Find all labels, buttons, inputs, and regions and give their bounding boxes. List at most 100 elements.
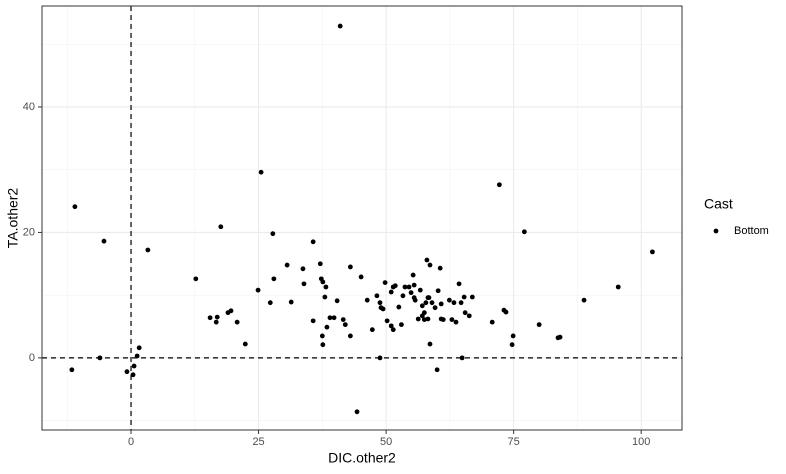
point <box>421 317 427 323</box>
point <box>425 316 431 322</box>
point <box>131 363 137 369</box>
point <box>437 265 443 271</box>
point <box>429 300 435 306</box>
point <box>136 345 142 351</box>
plot-border <box>41 5 683 431</box>
point <box>435 288 441 294</box>
point <box>400 293 406 299</box>
point <box>382 280 388 286</box>
point <box>97 355 103 361</box>
point <box>451 300 457 306</box>
point <box>557 334 563 340</box>
point <box>130 372 136 378</box>
point <box>434 367 440 373</box>
point <box>466 313 472 319</box>
point <box>581 297 587 303</box>
point <box>284 262 290 268</box>
point <box>615 284 621 290</box>
point <box>327 315 333 321</box>
point <box>462 310 468 316</box>
point <box>408 290 414 296</box>
point <box>340 317 346 323</box>
point <box>489 319 495 325</box>
point <box>377 300 383 306</box>
point <box>410 272 416 278</box>
point <box>496 182 502 188</box>
point <box>440 317 446 323</box>
point <box>424 257 430 263</box>
x-tick-label: 25 <box>252 436 264 448</box>
point <box>510 333 516 339</box>
point <box>509 342 515 348</box>
point <box>255 287 261 293</box>
point <box>337 23 343 29</box>
point <box>650 249 655 255</box>
point <box>402 284 408 290</box>
point <box>271 276 277 282</box>
y-tick-label: 40 <box>23 101 35 113</box>
point <box>469 294 475 300</box>
point <box>134 353 140 359</box>
point <box>301 281 307 287</box>
point <box>193 276 199 282</box>
y-tick-label: 0 <box>29 352 35 364</box>
point <box>377 355 383 361</box>
plot-background <box>42 6 682 430</box>
point <box>399 322 404 328</box>
point <box>258 169 264 175</box>
point <box>319 333 325 339</box>
point <box>270 231 276 237</box>
point <box>322 294 328 300</box>
point <box>72 204 78 210</box>
legend-label: Bottom <box>734 225 769 237</box>
point <box>69 367 75 373</box>
point <box>207 315 213 321</box>
x-axis-label: DIC.other2 <box>328 450 396 466</box>
point <box>101 238 107 244</box>
point <box>449 317 455 323</box>
point <box>426 295 432 301</box>
y-axis-label: TA.other2 <box>5 188 21 249</box>
point <box>334 298 340 304</box>
point <box>380 306 386 312</box>
point <box>374 293 380 299</box>
point <box>213 319 219 325</box>
point <box>388 289 394 295</box>
point <box>419 303 425 309</box>
y-tick-label: 20 <box>23 226 35 238</box>
point <box>411 282 417 288</box>
point <box>145 247 151 253</box>
point <box>388 323 394 329</box>
point <box>347 264 353 270</box>
x-tick-label: 0 <box>128 436 134 448</box>
point <box>432 305 438 311</box>
point <box>358 274 364 280</box>
x-tick-label: 100 <box>632 436 650 448</box>
x-tick-label: 75 <box>508 436 520 448</box>
point <box>317 261 323 267</box>
point <box>459 355 465 361</box>
point <box>406 284 412 290</box>
point <box>324 324 330 330</box>
point <box>446 297 452 303</box>
point <box>456 281 462 287</box>
x-tick-label: 50 <box>380 436 392 448</box>
point <box>218 224 224 230</box>
point <box>214 314 220 320</box>
point <box>421 310 427 316</box>
point <box>521 229 527 235</box>
point <box>427 341 433 347</box>
point <box>331 315 337 321</box>
point <box>242 341 248 347</box>
point <box>288 299 294 305</box>
point <box>423 300 429 306</box>
point <box>438 301 444 307</box>
point <box>234 319 240 325</box>
point <box>342 322 348 328</box>
point <box>396 304 402 310</box>
legend-marker <box>713 228 719 234</box>
point <box>124 369 130 375</box>
point <box>320 279 326 285</box>
point <box>503 309 509 315</box>
